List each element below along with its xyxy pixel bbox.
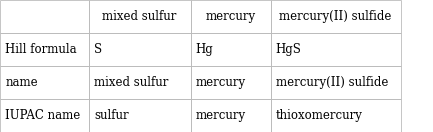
Text: mixed sulfur: mixed sulfur bbox=[103, 10, 177, 23]
Text: sulfur: sulfur bbox=[94, 109, 129, 122]
Text: HgS: HgS bbox=[276, 43, 302, 56]
Text: mercury(II) sulfide: mercury(II) sulfide bbox=[276, 76, 388, 89]
Text: thioxomercury: thioxomercury bbox=[276, 109, 363, 122]
Text: mercury: mercury bbox=[196, 76, 246, 89]
Text: Hill formula: Hill formula bbox=[5, 43, 77, 56]
Text: Hg: Hg bbox=[196, 43, 213, 56]
Text: mercury: mercury bbox=[206, 10, 255, 23]
Text: mercury(II) sulfide: mercury(II) sulfide bbox=[279, 10, 392, 23]
Text: S: S bbox=[94, 43, 102, 56]
Text: mixed sulfur: mixed sulfur bbox=[94, 76, 168, 89]
Text: name: name bbox=[5, 76, 38, 89]
Text: IUPAC name: IUPAC name bbox=[5, 109, 81, 122]
Text: mercury: mercury bbox=[196, 109, 246, 122]
